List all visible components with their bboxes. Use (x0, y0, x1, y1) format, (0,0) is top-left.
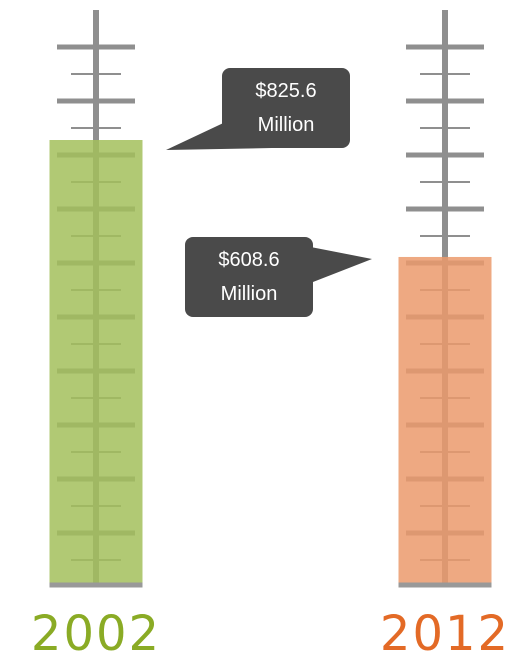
category-label: 2002 (31, 606, 161, 660)
bar (50, 140, 143, 585)
bar (399, 257, 492, 585)
category-label: 2012 (380, 606, 510, 660)
value-label: $825.6 Million (236, 74, 336, 142)
value-label: $608.6 Million (199, 243, 299, 311)
infographic: 2002 2012 $825.6 Million $608.6 Million (0, 0, 523, 660)
